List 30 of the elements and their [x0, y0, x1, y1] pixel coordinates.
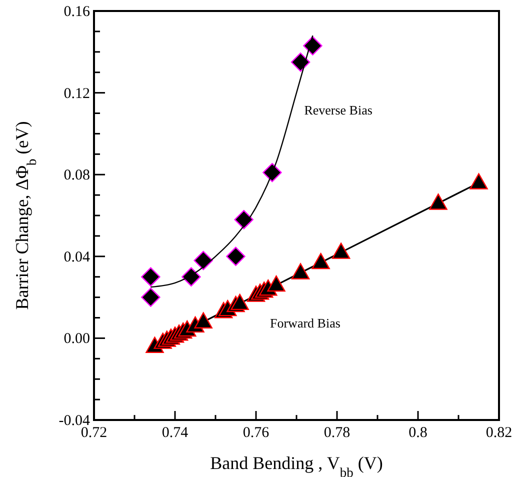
point	[234, 210, 254, 230]
point	[267, 275, 286, 292]
point	[182, 267, 201, 286]
x-tick-label: 0.72	[80, 425, 108, 441]
y-tick-label: 0.04	[64, 249, 90, 266]
point	[226, 246, 246, 266]
x-tick-label: 0.76	[242, 425, 270, 441]
point	[230, 294, 249, 310]
point	[429, 194, 448, 210]
point	[262, 162, 282, 182]
point	[332, 242, 350, 259]
text: Reverse Bias	[304, 102, 372, 118]
x-tick-label: 0.74	[162, 425, 189, 441]
x-tick-label: 0.78	[324, 425, 350, 441]
point	[290, 52, 310, 72]
x-tick-label: 0.82	[486, 425, 512, 441]
y-tick-label: 0.00	[64, 331, 90, 348]
x-axis-title: Band Bending , V$_{bb}$ (V)	[210, 453, 383, 477]
x-tick-label: 0.8	[408, 425, 428, 441]
series-label: Forward Bias	[270, 315, 340, 330]
point	[194, 250, 213, 270]
point	[194, 312, 212, 328]
point	[312, 252, 330, 270]
point	[141, 267, 160, 286]
y-tick-label: 0.08	[64, 168, 90, 184]
y-tick-label: 0.12	[64, 86, 90, 102]
point	[470, 173, 488, 190]
point	[291, 263, 310, 280]
y-tick-label: 0.16	[64, 4, 90, 20]
point	[141, 288, 160, 307]
